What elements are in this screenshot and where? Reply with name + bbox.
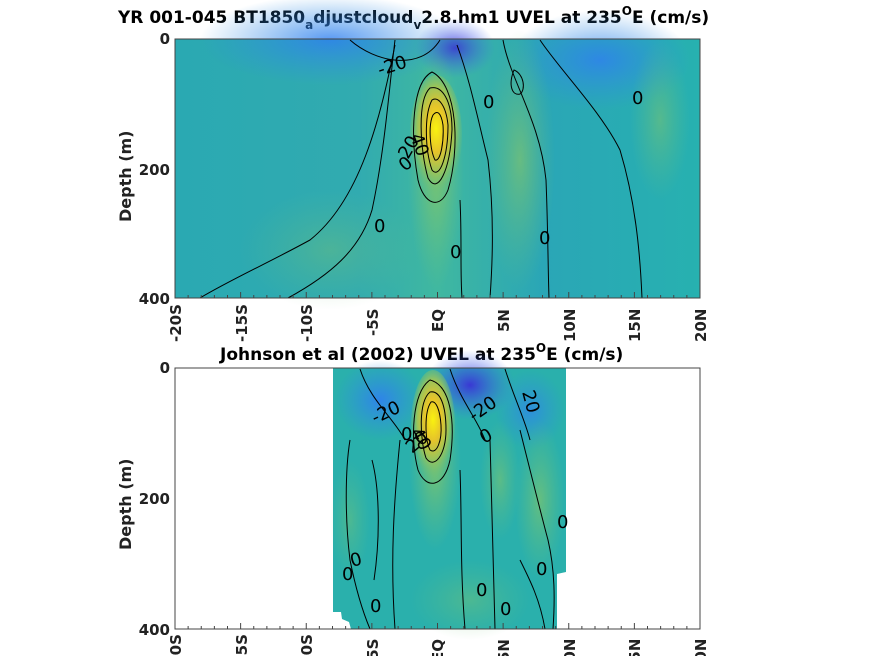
x-tick-label: 15N	[626, 639, 644, 656]
x-tick-label: 10N	[561, 639, 579, 656]
y-axis-label: Depth (m)	[116, 459, 135, 551]
x-tick-label: 5N	[495, 639, 513, 656]
x-tick-label: -20S	[167, 634, 185, 656]
contour-label: 0	[557, 512, 568, 533]
chart-title: Johnson et al (2002) UVEL at 235OE (cm/s…	[219, 341, 623, 365]
x-tick-label: 15N	[626, 309, 644, 342]
x-tick-label: 5N	[495, 309, 513, 332]
y-axis-label: Depth (m)	[116, 131, 135, 223]
contour-label: 0	[374, 216, 385, 237]
contour-label: 0	[348, 549, 364, 572]
contour-label: 0	[536, 559, 547, 580]
y-tick-label: 0	[160, 359, 170, 377]
x-tick-label: EQ	[429, 639, 447, 656]
x-tick-label: -10S	[298, 634, 316, 656]
y-tick-label: 400	[139, 621, 170, 639]
y-tick-label: 0	[160, 30, 170, 48]
contour-label: 0	[483, 92, 494, 113]
x-tick-label: 20N	[692, 309, 710, 342]
contour-label: 0	[370, 596, 381, 617]
heatmap-field	[175, 0, 700, 310]
y-tick-label: 200	[139, 161, 170, 179]
contour-label: 0	[632, 88, 643, 109]
x-tick-label: -15S	[233, 634, 251, 656]
x-tick-label: 20N	[692, 639, 710, 656]
x-tick-label: -5S	[364, 639, 382, 656]
y-axis: 0 200 400 Depth (m)	[116, 30, 170, 308]
x-tick-label: EQ	[429, 309, 447, 332]
x-tick-label: -20S	[167, 304, 185, 342]
y-tick-label: 400	[139, 290, 170, 308]
y-tick-label: 200	[139, 490, 170, 508]
x-tick-label: -15S	[233, 304, 251, 342]
contour-lines	[199, 39, 643, 299]
contour-label: 0	[450, 242, 461, 263]
contour-label: 0	[401, 424, 412, 445]
contour-label: 0	[500, 599, 511, 620]
x-tick-label: -5S	[364, 309, 382, 336]
contour-lines	[345, 368, 555, 630]
x-axis: -20S -15S -10S -5S EQ 5N 10N 15N 20N	[167, 623, 710, 656]
y-axis: 0 200 400 Depth (m)	[116, 359, 170, 639]
x-tick-label: 10N	[561, 309, 579, 342]
contour-label: 0	[342, 564, 353, 585]
contour-label: 0	[539, 228, 550, 249]
chart-panel-2: Johnson et al (2002) UVEL at 235OE (cm/s…	[116, 341, 710, 656]
contour-label: 0	[476, 580, 487, 601]
x-tick-label: -10S	[298, 304, 316, 342]
chart-panel-1: YR 001-045 BT1850adjustcloudv2.8.hm1 UVE…	[116, 0, 710, 342]
x-axis: -20S -15S -10S -5S EQ 5N 10N 15N 20N	[167, 292, 710, 342]
